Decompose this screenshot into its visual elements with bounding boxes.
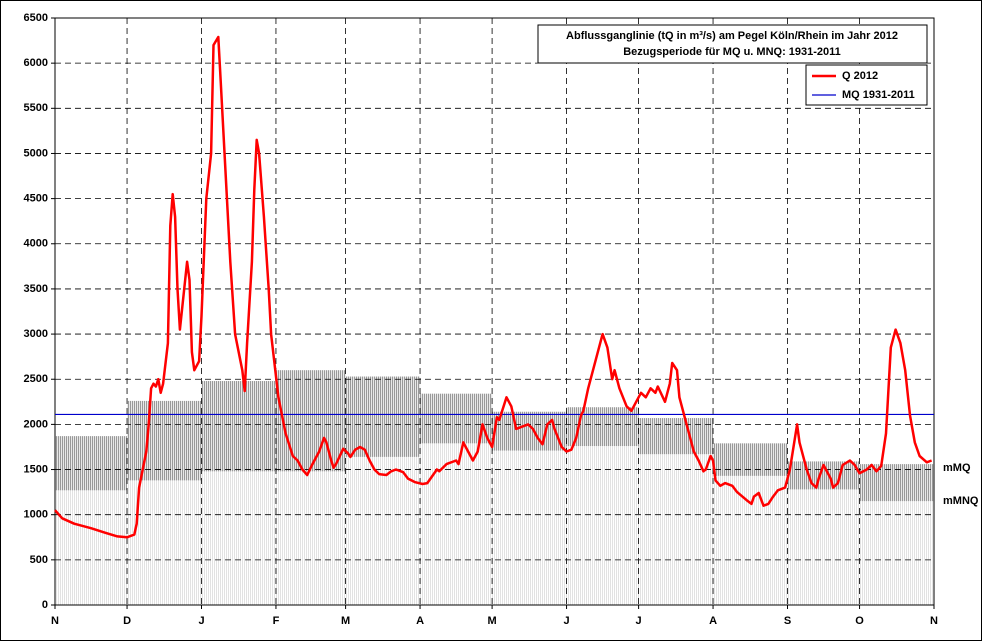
y-tick-label: 3000 xyxy=(24,328,48,340)
x-tick-label: O xyxy=(855,615,864,627)
x-tick-label: N xyxy=(51,615,59,627)
y-tick-label: 4500 xyxy=(24,193,48,205)
low-flow-area xyxy=(420,443,493,605)
y-tick-label: 5500 xyxy=(24,102,48,114)
x-tick-label: J xyxy=(563,615,569,627)
x-tick-label: J xyxy=(636,615,642,627)
x-tick-label: F xyxy=(273,615,280,627)
y-tick-label: 6000 xyxy=(24,57,48,69)
y-tick-label: 2500 xyxy=(24,373,48,385)
band xyxy=(859,464,934,502)
band xyxy=(345,376,421,457)
low-flow-area xyxy=(566,446,639,605)
chart-title: Abflussganglinie (tQ in m³/s) am Pegel K… xyxy=(566,30,898,42)
x-tick-label: N xyxy=(930,615,938,627)
low-flow-area xyxy=(275,471,346,605)
y-tick-label: 5000 xyxy=(24,147,48,159)
legend: Q 2012 MQ 1931-2011 xyxy=(805,64,928,106)
y-tick-label: 1500 xyxy=(24,463,48,475)
band xyxy=(275,370,346,472)
band xyxy=(201,381,276,472)
plot-border xyxy=(54,17,935,606)
low-flow-area xyxy=(201,471,276,605)
low-flow-area xyxy=(859,501,934,605)
band-label: mMNQ xyxy=(943,495,979,507)
band xyxy=(638,418,714,455)
band-label: mMQ xyxy=(943,462,971,474)
y-tick-label: 500 xyxy=(30,554,48,566)
x-tick-label: S xyxy=(784,615,791,627)
low-flow-area xyxy=(345,456,421,605)
y-tick-label: 6500 xyxy=(24,12,48,24)
x-tick-label: M xyxy=(341,615,350,627)
chart-subtitle: Bezugsperiode für MQ u. MNQ: 1931-2011 xyxy=(623,46,841,58)
band xyxy=(55,436,128,491)
low-flow-area xyxy=(127,480,202,605)
low-flow-area xyxy=(713,475,788,605)
legend-label: MQ 1931-2011 xyxy=(842,89,915,101)
band xyxy=(713,443,788,476)
band xyxy=(127,400,202,481)
low-flow-area xyxy=(492,450,567,605)
plot-area xyxy=(54,17,935,606)
y-tick-label: 0 xyxy=(42,599,48,611)
y-tick-label: 2000 xyxy=(24,418,48,430)
y-tick-label: 4000 xyxy=(24,238,48,250)
x-tick-label: A xyxy=(709,615,717,627)
x-tick-label: A xyxy=(416,615,424,627)
low-flow-area xyxy=(638,454,714,605)
low-flow-area xyxy=(787,489,860,605)
y-tick-label: 3500 xyxy=(24,283,48,295)
title-box xyxy=(537,24,928,64)
low-flow-area xyxy=(55,490,128,605)
x-tick-label: D xyxy=(123,615,131,627)
y-tick-label: 1000 xyxy=(24,509,48,521)
data-line xyxy=(54,35,933,539)
x-tick-label: J xyxy=(198,615,204,627)
x-tick-label: M xyxy=(488,615,497,627)
legend-label: Q 2012 xyxy=(842,70,878,82)
legend-box xyxy=(805,64,928,106)
